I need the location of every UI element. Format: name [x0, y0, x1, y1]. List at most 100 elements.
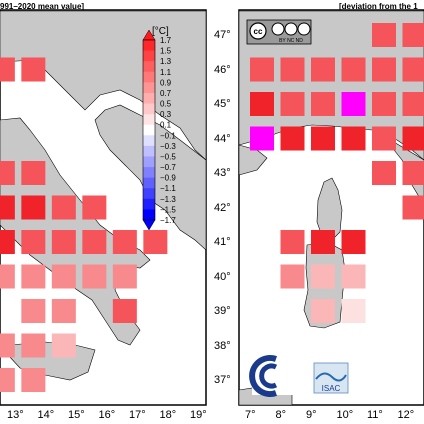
anomaly-cell — [51, 333, 76, 358]
anomaly-cell — [0, 57, 15, 82]
anomaly-cell — [82, 230, 107, 254]
anomaly-cell — [51, 230, 76, 254]
anomaly-cell — [21, 57, 46, 82]
colorbar-tick-label: 0.3 — [160, 110, 172, 119]
anomaly-cell — [280, 92, 305, 116]
right-map-title: [deviation from the 1 — [339, 2, 418, 11]
anomaly-cell — [372, 161, 396, 185]
colorbar-tick-label: −1.5 — [160, 205, 176, 214]
colorbar-step — [143, 145, 155, 157]
colorbar-tick-label: 1.5 — [160, 47, 172, 56]
cnr-isac-logo: ISAC — [249, 355, 349, 397]
anomaly-cell — [0, 368, 15, 392]
anomaly-cell — [311, 92, 335, 116]
anomaly-cell — [402, 57, 424, 82]
anomaly-cell — [112, 299, 137, 323]
lon-tick-label: 11° — [367, 409, 383, 421]
anomaly-cell — [0, 230, 15, 254]
anomaly-cell — [51, 299, 76, 323]
lat-tick-label: 38° — [214, 339, 231, 352]
lon-tick-label: 12° — [397, 409, 415, 421]
anomaly-cell — [51, 264, 76, 289]
anomaly-cell — [341, 92, 366, 116]
lat-tick-label: 45° — [214, 98, 231, 110]
colorbar-step — [143, 114, 155, 126]
anomaly-cell — [402, 126, 424, 151]
anomaly-cell — [82, 195, 107, 220]
anomaly-cell — [280, 230, 305, 254]
colorbar-tick-label: 1.7 — [160, 36, 172, 45]
anomaly-cell — [311, 57, 335, 82]
anomaly-cell — [250, 57, 274, 82]
anomaly-cell — [112, 230, 137, 254]
lon-tick-label: 19° — [190, 409, 207, 421]
colorbar-step — [143, 71, 155, 83]
lat-tick-label: 46° — [214, 63, 231, 76]
isac-logo-text: ISAC — [322, 384, 341, 393]
anomaly-cell — [341, 57, 366, 82]
colorbar-tick-label: 0.9 — [160, 78, 172, 87]
anomaly-cell — [0, 333, 15, 358]
anomaly-cell — [372, 92, 396, 116]
lat-tick-label: 39° — [214, 305, 231, 317]
lon-tick-label: 18° — [159, 409, 177, 421]
colorbar-tick-label: 0.1 — [160, 121, 172, 130]
colorbar-step — [143, 198, 155, 210]
anomaly-cell — [21, 333, 46, 358]
anomaly-cell — [21, 368, 46, 392]
lon-tick-label: 8° — [275, 409, 287, 421]
lat-tick-label: 44° — [214, 132, 231, 145]
colorbar-tick-label: −0.5 — [160, 152, 176, 161]
lat-tick-label: 40° — [214, 270, 231, 283]
anomaly-cell — [402, 195, 424, 220]
colorbar-tick-label: 0.5 — [160, 100, 172, 109]
lon-tick-label: 13° — [7, 409, 24, 421]
svg-text:cc: cc — [254, 27, 263, 36]
anomaly-cell — [341, 230, 366, 254]
colorbar-step — [143, 156, 155, 168]
anomaly-cell — [21, 230, 46, 254]
colorbar-step — [143, 135, 155, 147]
cc-license-badge: cc BY NC ND — [246, 19, 312, 45]
anomaly-cell — [51, 195, 76, 220]
colorbar: [°C] 1.7 1.51.3 1.10.9 0.7 0.50.3 0.1−0.1 −0.3… — [142, 26, 176, 231]
anomaly-cell — [311, 264, 335, 289]
colorbar-step — [143, 124, 155, 136]
anomaly-cell — [372, 57, 396, 82]
lon-tick-label: 16° — [98, 409, 116, 421]
anomaly-cell — [372, 126, 396, 151]
colorbar-tick-label: 1.1 — [160, 68, 172, 77]
left-map-plot: [°C] 1.7 1.51.3 1.10.9 0.7 0.50.3 0.1−0.1 −0.3… — [0, 9, 207, 406]
left-map-title: 991–2020 mean value] — [0, 2, 85, 11]
svg-text:BY NC ND: BY NC ND — [279, 38, 303, 44]
colorbar-tick-label: −1.7 — [160, 216, 176, 225]
left-anomaly-grid — [0, 57, 168, 392]
anomaly-cell — [402, 161, 424, 185]
colorbar-tick-label: −0.7 — [160, 163, 176, 172]
colorbar-tick-label: −0.9 — [160, 174, 176, 183]
anomaly-cell — [341, 299, 366, 323]
colorbar-tick-label: −0.3 — [160, 142, 176, 151]
lon-tick-label: 17° — [129, 409, 146, 421]
anomaly-cell — [21, 161, 46, 185]
lon-tick-label: 10° — [336, 409, 354, 421]
anomaly-cell — [311, 230, 335, 254]
anomaly-cell — [311, 299, 335, 323]
anomaly-cell — [402, 23, 424, 47]
anomaly-cell — [250, 126, 274, 151]
colorbar-tick-label: 1.3 — [160, 57, 172, 66]
lat-tick-label: 37° — [214, 374, 231, 386]
anomaly-cell — [402, 92, 424, 116]
colorbar-step — [143, 50, 155, 62]
anomaly-cell — [143, 230, 168, 254]
anomaly-cell — [280, 126, 305, 151]
right-map-plot: cc BY NC ND ISAC — [238, 9, 424, 406]
colorbar-tick-label: −0.1 — [160, 131, 176, 140]
anomaly-cell — [21, 299, 46, 323]
anomaly-cell — [0, 264, 15, 289]
anomaly-cell — [280, 57, 305, 82]
lon-tick-label: 15° — [68, 409, 85, 421]
lat-tick-label: 42° — [214, 201, 231, 214]
colorbar-step — [143, 40, 155, 52]
lon-tick-label: 7° — [245, 409, 256, 421]
